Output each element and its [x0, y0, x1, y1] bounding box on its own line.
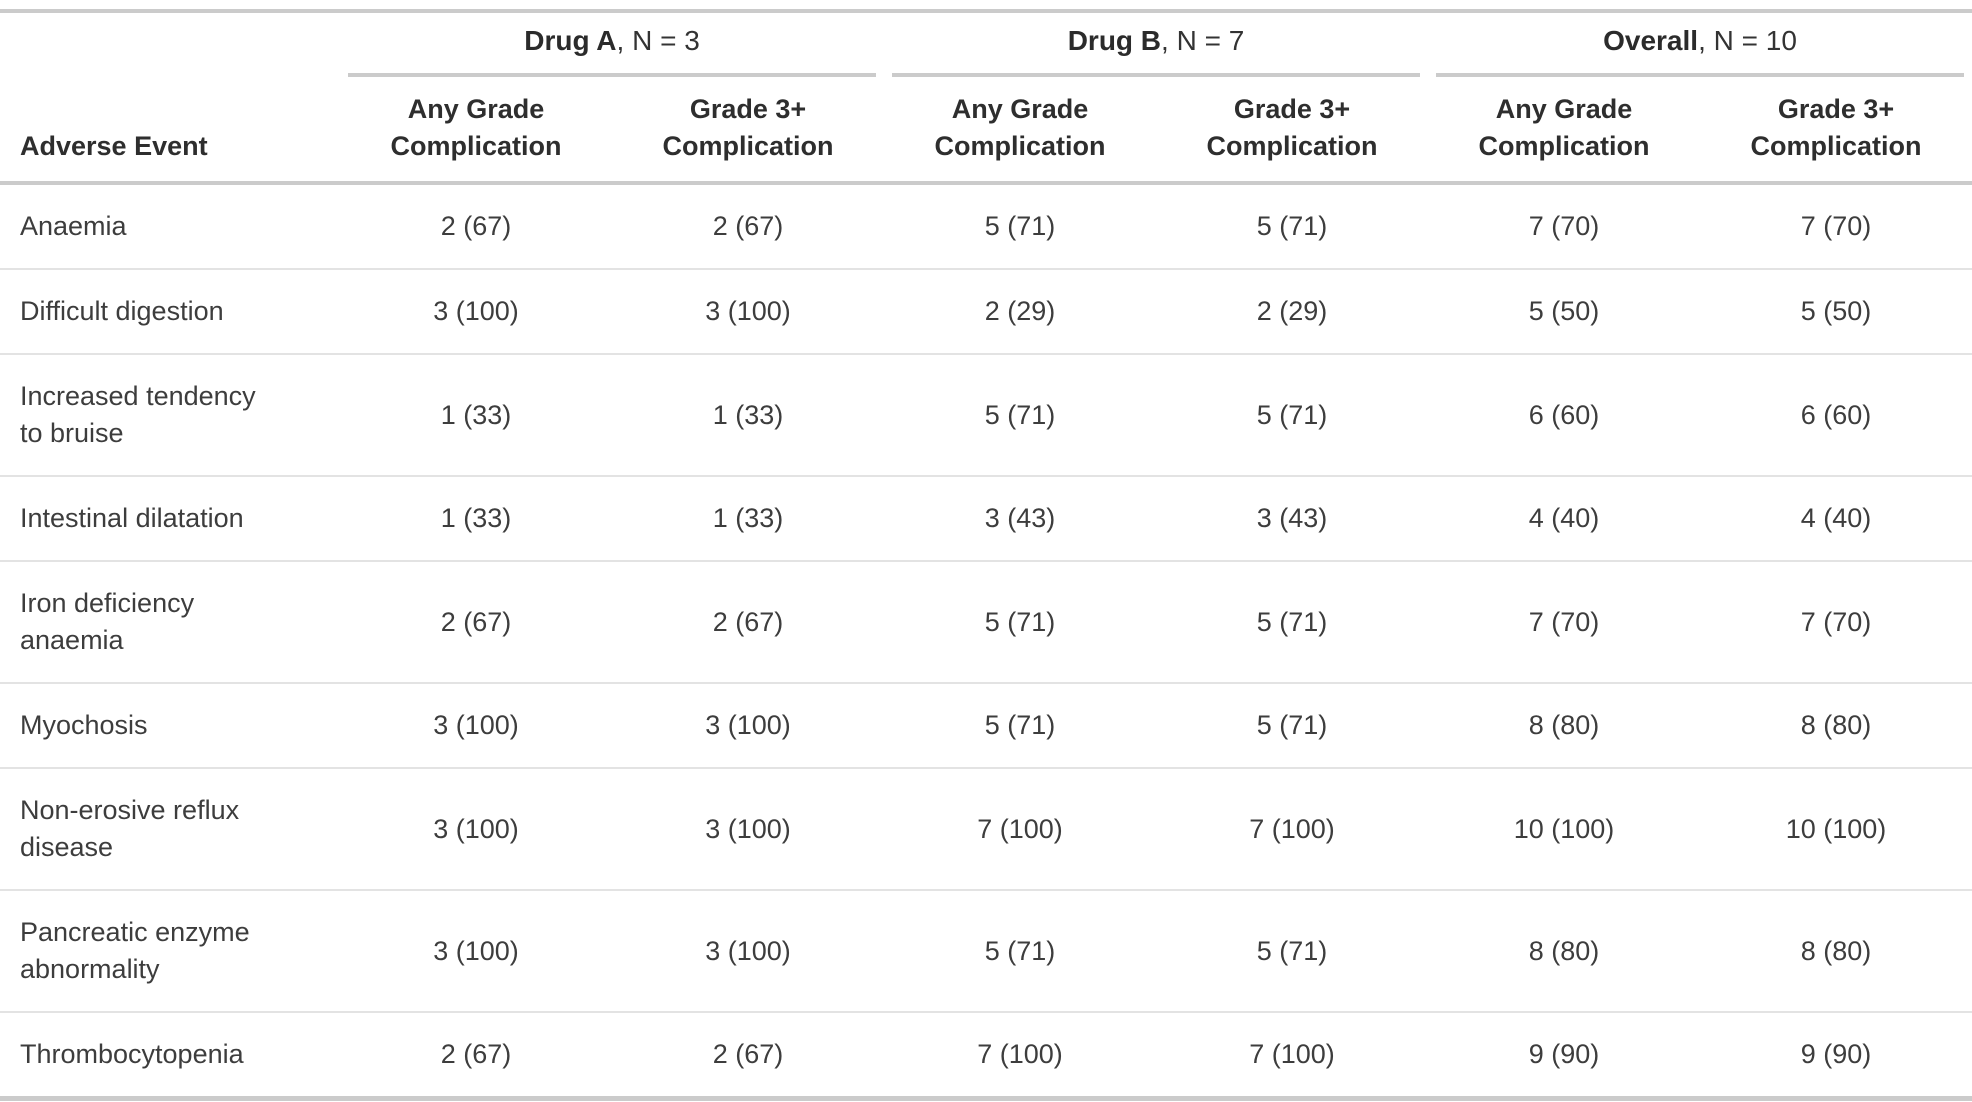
drug-b-n: , N = 7 [1161, 25, 1245, 56]
cell-value: 5 (71) [884, 683, 1156, 769]
column-header-a-any-grade: Any Grade Complication [340, 77, 612, 185]
cell-value: 3 (43) [884, 476, 1156, 562]
cell-value: 3 (100) [612, 683, 884, 769]
cell-value: 1 (33) [612, 476, 884, 562]
cell-value: 7 (100) [1249, 1039, 1335, 1069]
cell-value: 1 (33) [340, 354, 612, 477]
cell-value: 7 (100) [977, 1039, 1063, 1069]
cell-value: 2 (67) [340, 183, 612, 270]
spanner-overall: Overall, N = 10 [1428, 11, 1972, 77]
adverse-events-table: Drug A, N = 3 Drug B, N = 7 Overall, N =… [0, 9, 1972, 1101]
event-name: Non-erosive reflux disease [0, 768, 340, 891]
cell-value: 7 (100) [884, 768, 1156, 891]
event-name: Thrombocytopenia [20, 1039, 244, 1069]
cell-value: 3 (100) [612, 768, 884, 891]
cell-value: 8 (80) [1700, 890, 1972, 1013]
cell-value: 10 (100) [1700, 768, 1972, 891]
event-name: Difficult digestion [0, 269, 340, 355]
event-name: Anaemia [0, 183, 340, 270]
column-header-overall-grade3: Grade 3+ Complication [1700, 77, 1972, 185]
cell-value: 7 (70) [1428, 561, 1700, 684]
cell-value: 8 (80) [1428, 683, 1700, 769]
spanner-drug-b: Drug B, N = 7 [884, 11, 1428, 77]
cell-value: 5 (71) [884, 183, 1156, 270]
cell-value: 1 (33) [340, 476, 612, 562]
spanner-drug-b-label: Drug B, N = 7 [892, 13, 1420, 77]
cell-value: 4 (40) [1700, 476, 1972, 562]
cell-value: 9 (90) [1800, 1039, 1872, 1069]
cell-value: 5 (71) [884, 561, 1156, 684]
drug-a-n: , N = 3 [616, 25, 700, 56]
cell-value: 5 (50) [1700, 269, 1972, 355]
table-row-anaemia: Anaemia 2 (67) 2 (67) 5 (71) 5 (71) 7 (7… [0, 183, 1972, 270]
event-name: Myochosis [0, 683, 340, 769]
cell-value: 5 (71) [884, 354, 1156, 477]
cell-value: 5 (71) [1156, 683, 1428, 769]
cell-value: 7 (100) [1156, 768, 1428, 891]
cell-value: 2 (29) [884, 269, 1156, 355]
event-name: Increased tendency to bruise [0, 354, 340, 477]
group-spanner-row: Drug A, N = 3 Drug B, N = 7 Overall, N =… [0, 11, 1972, 77]
column-header-a-grade3: Grade 3+ Complication [612, 77, 884, 185]
cell-value: 5 (71) [1156, 183, 1428, 270]
cell-value: 7 (70) [1700, 561, 1972, 684]
cell-value: 5 (71) [1156, 561, 1428, 684]
cell-value: 7 (70) [1428, 183, 1700, 270]
cell-value: 8 (80) [1700, 683, 1972, 769]
cell-value: 5 (71) [1156, 354, 1428, 477]
cell-value: 3 (100) [340, 269, 612, 355]
event-name: Pancreatic enzyme abnormality [0, 890, 340, 1013]
cell-value: 3 (100) [340, 890, 612, 1013]
table-header: Drug A, N = 3 Drug B, N = 7 Overall, N =… [0, 11, 1972, 185]
cell-value: 5 (50) [1428, 269, 1700, 355]
column-header-b-any-grade: Any Grade Complication [884, 77, 1156, 185]
cell-value: 3 (100) [612, 890, 884, 1013]
cell-value: 2 (67) [340, 561, 612, 684]
cell-value: 6 (60) [1428, 354, 1700, 477]
cell-value: 2 (29) [1156, 269, 1428, 355]
table-row-thrombocytopenia: Thrombocytopenia 2 (67) 2 (67) 7 (100) 7… [0, 1012, 1972, 1099]
cell-value: 2 (67) [712, 1039, 784, 1069]
table-row-pancreatic-enzyme-abnormality: Pancreatic enzyme abnormality 3 (100) 3 (… [0, 890, 1972, 1013]
cell-value: 1 (33) [612, 354, 884, 477]
cell-value: 3 (100) [612, 269, 884, 355]
drug-b-name: Drug B [1067, 25, 1162, 56]
cell-value: 2 (67) [440, 1039, 512, 1069]
cell-value: 3 (100) [340, 768, 612, 891]
table-row-iron-deficiency-anaemia: Iron deficiency anaemia 2 (67) 2 (67) 5 (… [0, 561, 1972, 684]
event-name: Intestinal dilatation [0, 476, 340, 562]
table-row-difficult-digestion: Difficult digestion 3 (100) 3 (100) 2 (2… [0, 269, 1972, 355]
column-header-b-grade3: Grade 3+ Complication [1156, 77, 1428, 185]
table-row-increased-tendency-to-bruise: Increased tendency to bruise 1 (33) 1 (33… [0, 354, 1972, 477]
spanner-stub-spacer [0, 11, 340, 77]
spanner-overall-label: Overall, N = 10 [1436, 13, 1965, 77]
cell-value: 6 (60) [1700, 354, 1972, 477]
table-row-non-erosive-reflux-disease: Non-erosive reflux disease 3 (100) 3 (100… [0, 768, 1972, 891]
spanner-drug-a-label: Drug A, N = 3 [348, 13, 876, 77]
cell-value: 8 (80) [1428, 890, 1700, 1013]
cell-value: 7 (70) [1700, 183, 1972, 270]
column-header-overall-any-grade: Any Grade Complication [1428, 77, 1700, 185]
overall-name: Overall [1603, 25, 1699, 56]
table-row-intestinal-dilatation: Intestinal dilatation 1 (33) 1 (33) 3 (4… [0, 476, 1972, 562]
drug-a-name: Drug A [524, 25, 617, 56]
cell-value: 5 (71) [884, 890, 1156, 1013]
spanner-drug-a: Drug A, N = 3 [340, 11, 884, 77]
column-header-row: Adverse Event Any Grade Complication Grad… [0, 77, 1972, 185]
cell-value: 2 (67) [612, 183, 884, 270]
table-row-myochosis: Myochosis 3 (100) 3 (100) 5 (71) 5 (71) … [0, 683, 1972, 769]
cell-value: 4 (40) [1428, 476, 1700, 562]
cell-value: 3 (100) [340, 683, 612, 769]
cell-value: 2 (67) [612, 561, 884, 684]
cell-value: 9 (90) [1528, 1039, 1600, 1069]
cell-value: 10 (100) [1428, 768, 1700, 891]
event-name: Iron deficiency anaemia [0, 561, 340, 684]
overall-n: , N = 10 [1698, 25, 1797, 56]
cell-value: 3 (43) [1156, 476, 1428, 562]
table-body: Anaemia 2 (67) 2 (67) 5 (71) 5 (71) 7 (7… [0, 183, 1972, 1099]
column-header-adverse-event: Adverse Event [0, 77, 340, 185]
cell-value: 5 (71) [1156, 890, 1428, 1013]
